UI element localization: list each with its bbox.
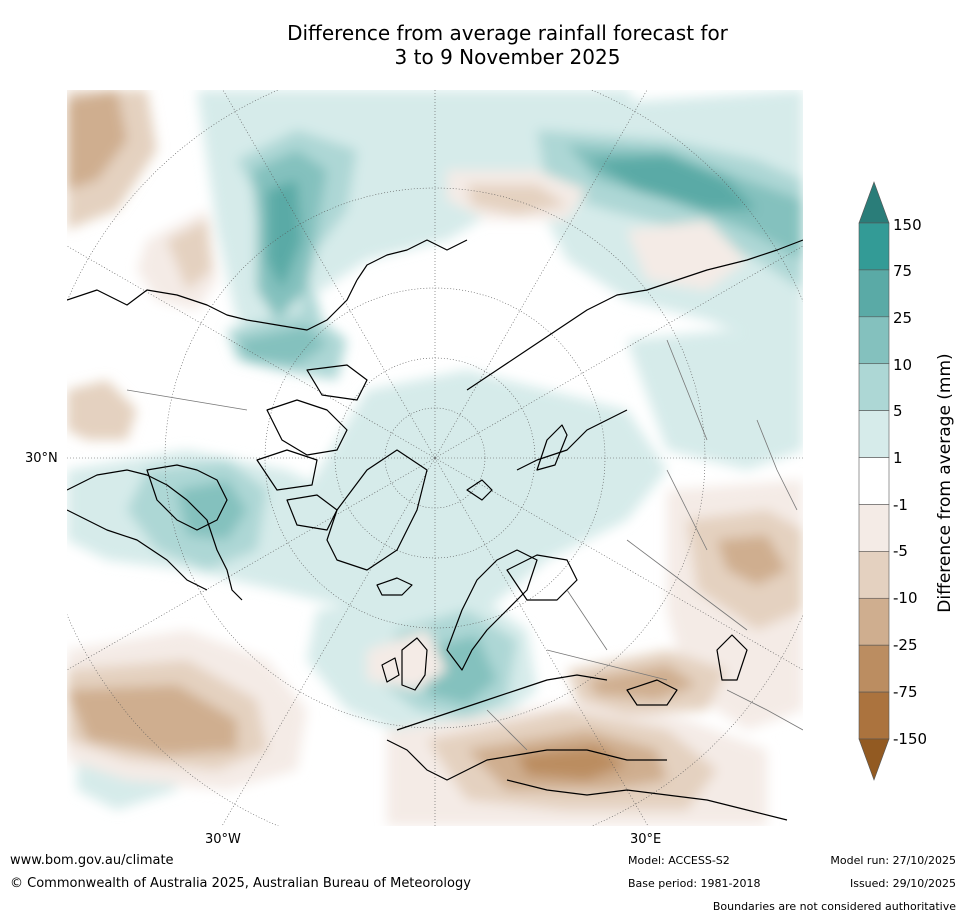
country-borders [126,339,803,751]
map-canvas [67,90,803,826]
colorbar-segment [858,457,890,505]
colorbar-tick: 25 [893,309,913,327]
copyright-notice: © Commonwealth of Australia 2025, Austra… [10,876,471,891]
colorbar-tick: -1 [893,496,908,514]
colorbar-segments [858,222,890,740]
title-line-1: Difference from average rainfall forecas… [287,21,728,45]
colorbar-tick: 5 [893,402,903,420]
colorbar-segment [858,316,890,365]
colorbar-tick: -10 [893,589,918,607]
model-run-date: Model run: 27/10/2025 [830,854,956,867]
colorbar-segment [858,597,890,646]
colorbar-segment [858,551,890,599]
model-name: Model: ACCESS-S2 [628,854,730,867]
issued-date: Issued: 29/10/2025 [849,877,956,890]
colorbar-tick: 1 [893,449,903,467]
anomaly-field [67,90,803,826]
colorbar-segment [858,691,890,740]
chart-title: Difference from average rainfall forecas… [60,21,955,69]
colorbar-segment [858,222,890,271]
colorbar-segment [858,410,890,458]
colorbar-tick: -5 [893,542,908,560]
colorbar-segment [858,644,890,693]
colorbar-tick: 150 [893,216,922,234]
website-link[interactable]: www.bom.gov.au/climate [10,853,174,868]
colorbar-label: Difference from average (mm) [935,353,955,613]
coastlines [67,239,803,821]
longitude-label-west: 30°W [205,832,241,847]
longitude-label-east: 30°E [630,832,662,847]
colorbar-tick: -75 [893,683,918,701]
colorbar-segment [858,363,890,411]
colorbar-arrow-bottom [858,738,890,781]
colorbar-segment [858,504,890,552]
rainfall-anomaly-map[interactable] [67,90,803,826]
base-period: Base period: 1981-2018 [628,877,761,890]
latitude-label: 30°N [25,451,58,466]
title-line-2: 3 to 9 November 2025 [394,45,621,69]
colorbar-tick: -25 [893,636,918,654]
boundaries-disclaimer: Boundaries are not considered authoritat… [712,900,956,913]
colorbar-tick: -150 [893,730,928,748]
colorbar-arrow-top [858,181,890,224]
colorbar-tick: 10 [893,356,913,374]
colorbar-tick: 75 [893,262,913,280]
colorbar-segment [858,269,890,318]
colorbar [858,181,890,781]
